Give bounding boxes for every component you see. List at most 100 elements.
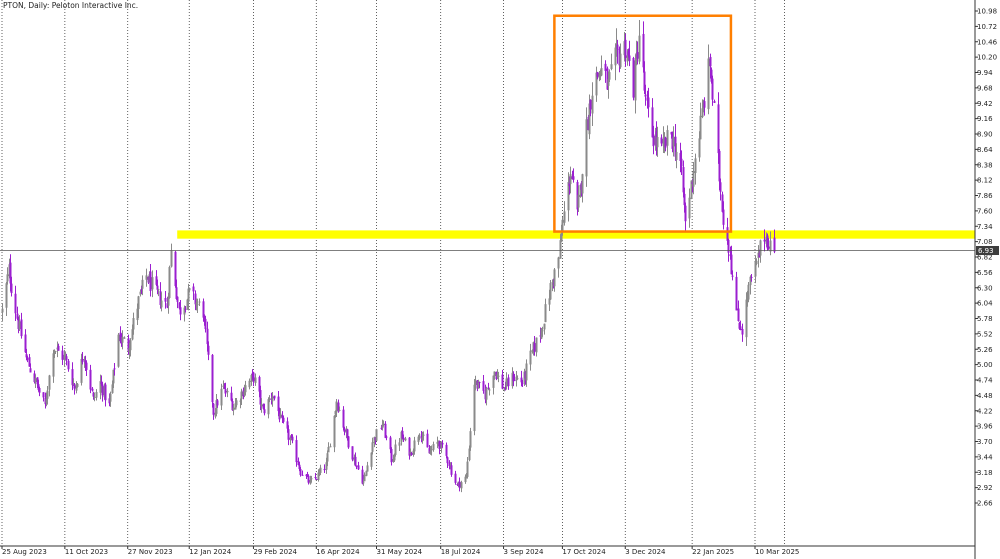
candle-body (309, 479, 312, 484)
candle-body (394, 444, 397, 455)
y-tick-label: 8.38 (977, 161, 993, 169)
candle-body (682, 167, 685, 193)
candle-body (178, 302, 181, 309)
candle-body (263, 409, 266, 414)
support-zone (177, 230, 975, 239)
candle-body (333, 415, 336, 448)
y-tick-label: 7.08 (977, 238, 993, 246)
candle-body (398, 442, 401, 446)
candle-body (76, 383, 79, 387)
candle-body (404, 438, 407, 441)
candle-body (104, 384, 107, 401)
candle-body (160, 300, 163, 308)
candle-body (544, 304, 547, 323)
candle-body (456, 484, 459, 486)
candle-body (5, 283, 8, 308)
candle-body (235, 400, 238, 406)
candle-body (363, 474, 366, 482)
candle-body (305, 474, 308, 477)
y-tick-label: 10.72 (977, 23, 997, 31)
y-tick-label: 10.98 (977, 8, 997, 16)
x-tick-label: 22 Jan 2025 (692, 548, 734, 556)
candle-body (139, 291, 142, 295)
candle-body (370, 452, 373, 467)
x-tick-label: 12 Jan 2024 (189, 548, 232, 556)
candle-body (111, 384, 114, 394)
candle-body (636, 52, 639, 59)
candle-body (167, 296, 170, 306)
candle-body (254, 377, 257, 383)
candle-body (273, 395, 276, 399)
candle-body (683, 193, 686, 206)
candle-body (164, 298, 167, 302)
candle-body (505, 378, 508, 387)
candle-body (268, 398, 271, 400)
candle-body (226, 390, 229, 393)
candle-body (314, 476, 317, 478)
y-axis-ticks: 10.98 10.72 10.46 10.20 9.94 9.68 9.42 9.16 8.90… (975, 8, 998, 508)
candle-body (145, 275, 148, 280)
candle-body (100, 381, 103, 385)
candle-body (156, 285, 159, 290)
candle-body (52, 353, 55, 377)
candle-body (271, 396, 274, 402)
candle-body (638, 35, 641, 62)
candle-body (25, 354, 28, 358)
candle-body (248, 380, 251, 388)
candle-body (337, 402, 340, 412)
candle-body (496, 374, 499, 378)
x-tick-label: 25 Aug 2023 (2, 548, 47, 556)
candle-body (389, 437, 392, 450)
candle-body (83, 359, 86, 361)
candle-body (718, 150, 721, 182)
candle-body (549, 283, 552, 300)
y-tick-label: 3.18 (977, 469, 993, 477)
candle-body (410, 452, 413, 455)
candle-body (327, 446, 330, 453)
candle-body (738, 322, 741, 329)
candle-body (117, 334, 120, 367)
candle-body (745, 299, 748, 338)
y-tick-label: 4.22 (977, 407, 993, 415)
candle-body (179, 307, 182, 315)
candle-body (220, 388, 223, 406)
candle-body (548, 298, 551, 305)
candle-body (170, 250, 173, 267)
candle-body (478, 381, 481, 383)
candle-body (184, 308, 187, 310)
candle-body (604, 63, 607, 71)
candle-body (80, 358, 83, 383)
y-tick-label: 9.42 (977, 100, 993, 108)
candle-body (149, 271, 152, 292)
candle-body (679, 153, 682, 162)
candle-body (468, 448, 471, 461)
candle-body (343, 428, 346, 432)
candle-body (42, 392, 45, 398)
candle-body (207, 345, 210, 355)
candle-body (492, 375, 495, 388)
candle-body (413, 440, 416, 452)
candle-body (131, 329, 134, 340)
candle-body (355, 465, 358, 467)
candle-body (567, 181, 570, 211)
highlight-box (553, 14, 733, 233)
candle-body (441, 442, 444, 445)
y-tick-label: 5.52 (977, 330, 993, 338)
y-tick-label: 3.70 (977, 438, 993, 446)
candle-body (438, 441, 441, 449)
candle-body (140, 289, 143, 291)
candle-body (674, 136, 677, 157)
candle-body (259, 390, 262, 405)
candle-body (448, 462, 451, 467)
y-tick-label: 5.78 (977, 315, 993, 323)
candle-body (634, 60, 637, 101)
candle-body (726, 227, 729, 241)
candle-body (402, 437, 405, 440)
candle-body (482, 381, 485, 391)
candle-body (692, 171, 695, 187)
candle-body (347, 436, 350, 448)
candle-body (632, 57, 635, 98)
candle-body (297, 461, 300, 466)
candle-body (286, 421, 289, 429)
candle-body (430, 449, 433, 451)
